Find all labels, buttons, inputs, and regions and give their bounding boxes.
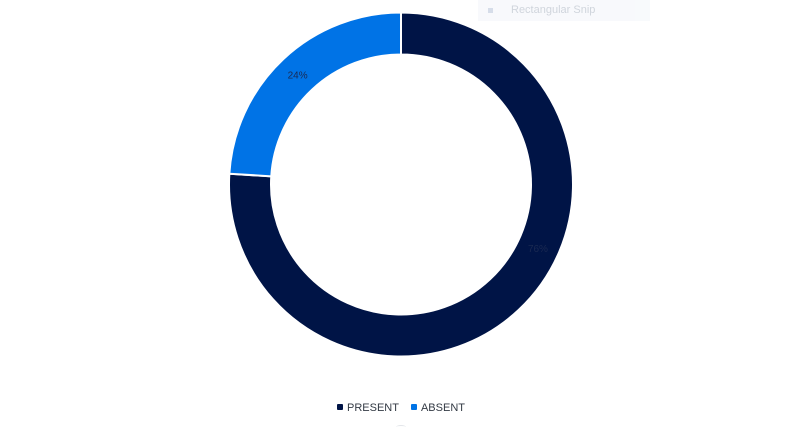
legend-swatch-present — [337, 404, 343, 410]
legend-item-absent[interactable]: ABSENT — [410, 402, 465, 414]
legend-label-absent: ABSENT — [420, 402, 465, 414]
slice-absent[interactable] — [228, 11, 402, 178]
legend-swatch-absent — [410, 404, 417, 410]
donut-chart: 76% 24% — [228, 11, 574, 358]
scroll-hint — [396, 425, 406, 428]
legend-label-present: PRESENT — [347, 402, 399, 414]
legend-item-present[interactable]: PRESENT — [337, 402, 399, 414]
data-label-present: 76% — [528, 244, 548, 255]
data-label-absent: 24% — [288, 70, 308, 81]
chart-legend: PRESENT ABSENT — [0, 402, 802, 414]
snip-icon — [488, 7, 493, 13]
snip-tooltip-label: Rectangular Snip — [511, 4, 596, 16]
snip-tooltip: Rectangular Snip — [478, 0, 650, 21]
slice-present[interactable] — [228, 11, 574, 358]
